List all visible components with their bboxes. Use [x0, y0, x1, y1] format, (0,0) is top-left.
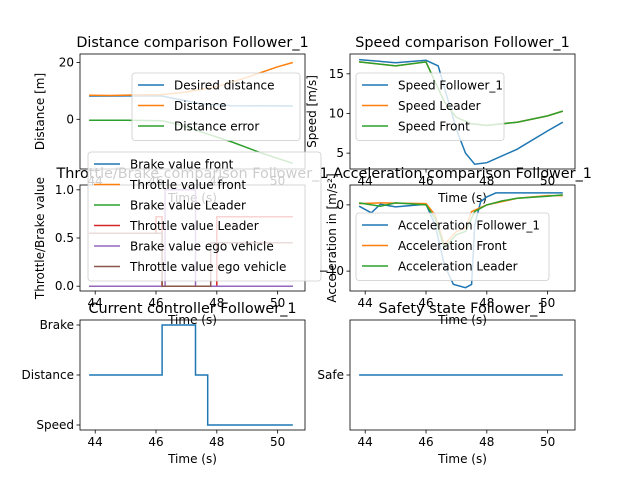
x-tick-label: 50	[270, 296, 285, 310]
x-tick-label: 48	[209, 435, 224, 449]
legend: Desired distance Distance Distance error	[131, 72, 301, 141]
x-axis-label: Time (s)	[167, 452, 217, 466]
chart-title: Safety state Follower_1	[379, 301, 547, 317]
x-tick-label: 46	[418, 174, 433, 188]
y-tick-label: 0.0	[55, 279, 74, 293]
axes-frame	[349, 53, 576, 170]
y-tick-label: 10	[329, 106, 344, 120]
y-tick-label: 20	[59, 56, 74, 70]
y-tick-label: 5	[336, 146, 344, 160]
x-tick-label: 44	[88, 296, 103, 310]
legend: Speed Follower_1 Speed Leader Speed Front	[355, 72, 505, 141]
x-tick-label: 44	[358, 435, 373, 449]
legend: Brake value front Throttle value front Bra…	[87, 151, 322, 282]
legend-label: Acceleration Follower_1	[398, 219, 540, 233]
panel-6: 44 46 48 50 Safe Safety state Follower_1 Time …	[317, 301, 576, 466]
x-tick-label: 50	[540, 296, 555, 310]
y-axis-label: Acceleration in [m/s²]	[325, 173, 339, 302]
y-tick-label: Brake	[40, 318, 74, 332]
legend-label: Brake value front	[130, 158, 234, 172]
x-tick-label: 46	[418, 296, 433, 310]
legend-label: Speed Follower_1	[398, 79, 503, 93]
legend-box	[131, 72, 301, 141]
chart-title: Acceleration comparison Follower_1	[333, 166, 592, 182]
legend-label: Throttle value front	[129, 178, 246, 192]
y-tick-label: −10	[319, 264, 344, 278]
y-tick-label: 0	[336, 198, 344, 212]
x-tick-label: 46	[418, 435, 433, 449]
y-axis-label: Throttle/Brake value	[33, 177, 47, 300]
legend-label: Throttle value ego vehicle	[129, 260, 286, 274]
y-axis-label: Speed [m/s]	[305, 75, 319, 148]
x-tick-label: 44	[358, 296, 373, 310]
x-tick-label: 48	[479, 296, 494, 310]
x-tick-label: 48	[479, 435, 494, 449]
chart-title: Speed comparison Follower_1	[355, 35, 570, 51]
x-tick-label: 46	[148, 435, 163, 449]
x-tick-label: 44	[358, 174, 373, 188]
legend-label: Distance error	[174, 120, 259, 134]
legend-label: Distance	[174, 99, 226, 113]
panel-5: 44 46 48 50 Speed Distance Brake Current contro…	[22, 301, 306, 466]
legend-label: Acceleration Front	[398, 239, 507, 253]
x-tick-label: 48	[209, 296, 224, 310]
series-line-1	[89, 324, 293, 426]
y-tick-label: Distance	[22, 368, 74, 382]
y-tick-label: 1.0	[55, 183, 74, 197]
chart-title: Distance comparison Follower_1	[76, 35, 308, 51]
legend-label: Brake value Leader	[130, 199, 246, 213]
legend-box	[355, 212, 550, 281]
y-tick-label: 0	[66, 112, 74, 126]
series-line-1	[359, 58, 564, 165]
x-tick-label: 50	[540, 174, 555, 188]
chart-title: Current controller Follower_1	[88, 301, 296, 317]
x-tick-label: 50	[270, 435, 285, 449]
x-tick-label: 48	[479, 174, 494, 188]
axes-frame	[349, 184, 576, 292]
x-tick-label: 50	[540, 435, 555, 449]
legend-label: Speed Front	[398, 120, 470, 134]
x-tick-label: 44	[88, 435, 103, 449]
y-tick-label: 15	[329, 67, 344, 81]
legend-label: Desired distance	[174, 79, 275, 93]
legend-label: Brake value ego vehicle	[130, 240, 274, 254]
x-axis-label: Time (s)	[437, 191, 487, 205]
panel-2: 44 46 48 50 5 10 15 Speed comparison Follower_1…	[305, 35, 576, 205]
legend-label: Throttle value Leader	[129, 219, 259, 233]
x-axis-label: Time (s)	[437, 452, 487, 466]
legend-label: Acceleration Leader	[398, 260, 518, 274]
x-tick-label: 46	[148, 296, 163, 310]
legend-box	[355, 72, 505, 141]
y-tick-label: 0.5	[55, 231, 74, 245]
y-tick-label: Safe	[317, 368, 344, 382]
legend: Acceleration Follower_1 Acceleration Fron…	[355, 212, 550, 281]
y-axis-label: Distance [m]	[33, 73, 47, 150]
legend-label: Speed Leader	[398, 99, 481, 113]
y-tick-label: Speed	[36, 418, 74, 432]
legend-box	[87, 151, 322, 282]
